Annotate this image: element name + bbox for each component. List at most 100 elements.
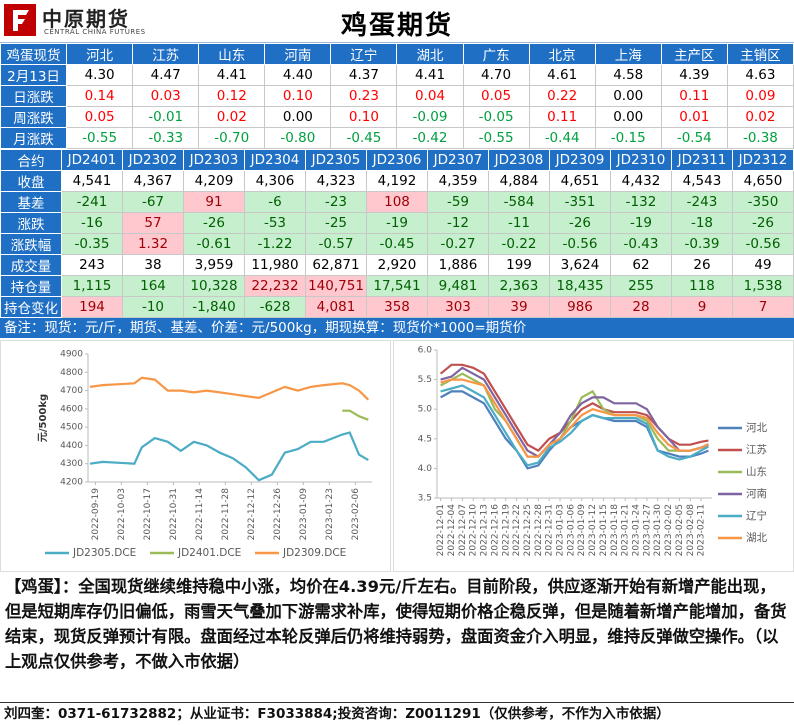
data-line — [440, 390, 709, 470]
table-cell: -26 — [183, 212, 245, 234]
table-cell: 4.37 — [330, 64, 398, 86]
x-tick-label: 2022-10-03 — [117, 488, 127, 540]
table-row: 涨跌幅 -0.35 1.32 -0.61 -1.22 -0.57 -0.45 -0.27 -0.… — [0, 233, 794, 255]
column-header: 主销区 — [726, 43, 794, 65]
column-header: JD2304 — [244, 149, 306, 171]
table-cell: -18 — [671, 212, 733, 234]
y-tick-label: 4900 — [60, 350, 83, 360]
table-cell: 4.30 — [66, 64, 134, 86]
table-cell: -584 — [488, 191, 550, 213]
table-cell: 0.00 — [594, 85, 662, 107]
table-cell: -0.45 — [330, 127, 398, 149]
column-header: JD2306 — [366, 149, 428, 171]
table-cell: 4,209 — [183, 170, 245, 192]
table-cell: 4.39 — [660, 64, 728, 86]
column-header: 湖北 — [396, 43, 464, 65]
x-tick-label: 2022-12-10 — [469, 504, 479, 557]
table-cell: -1,840 — [183, 296, 245, 318]
header-row: 合约 JD2401 JD2302 JD2303 JD2304 JD2305 JD2306 JD… — [0, 149, 794, 171]
table-cell: 4,543 — [671, 170, 733, 192]
row-label: 涨跌幅 — [0, 233, 62, 255]
table-cell: 255 — [610, 275, 672, 297]
table-cell: -6 — [244, 191, 306, 213]
charts: 4200 4300 4400 4500 4600 4700 4800 4900 2022-09-… — [0, 340, 794, 572]
table-cell: 986 — [549, 296, 611, 318]
legend-label: JD2305.DCE — [72, 547, 136, 559]
x-tick-label: 2022-09-19 — [91, 488, 101, 541]
table-cell: 199 — [488, 254, 550, 276]
x-tick-label: 2022-11-28 — [221, 488, 231, 541]
table-cell: -16 — [61, 212, 123, 234]
table-cell: 17,541 — [366, 275, 428, 297]
page-title: 鸡蛋期货 — [340, 11, 453, 41]
x-tick-label: 2023-02-06 — [351, 488, 361, 541]
table-cell: -0.22 — [488, 233, 550, 255]
column-header: 鸡蛋现货 — [0, 43, 68, 65]
table-cell: 4,192 — [366, 170, 428, 192]
column-header: 江苏 — [132, 43, 200, 65]
table-cell: -53 — [244, 212, 306, 234]
x-tick-label: 2023-02-11 — [697, 504, 707, 556]
x-tick-label: 2023-02-02 — [664, 504, 674, 556]
table-cell: 2,920 — [366, 254, 428, 276]
x-tick-label: 2023-01-24 — [632, 504, 642, 557]
table-cell: 49 — [732, 254, 794, 276]
column-header: JD2308 — [488, 149, 550, 171]
legend-label: 湖北 — [746, 532, 767, 544]
x-tick-label: 2023-01-09 — [577, 504, 587, 557]
table-cell: -0.35 — [61, 233, 123, 255]
table-cell: -0.56 — [549, 233, 611, 255]
table-cell: -0.55 — [462, 127, 530, 149]
legend-label: 江苏 — [746, 443, 767, 456]
data-line — [440, 366, 709, 458]
table-cell: -19 — [366, 212, 428, 234]
x-tick-label: 2022-12-19 — [501, 504, 511, 557]
y-tick-label: 4800 — [60, 368, 83, 378]
table-cell: 4.47 — [132, 64, 200, 86]
table-cell: -0.70 — [198, 127, 266, 149]
table-cell: 18,435 — [549, 275, 611, 297]
table-cell: 1.32 — [122, 233, 184, 255]
table-cell: 4.63 — [726, 64, 794, 86]
y-tick-label: 4600 — [60, 404, 83, 414]
column-header: JD2303 — [183, 149, 245, 171]
table-cell: 62,871 — [305, 254, 367, 276]
table-cell: 0.22 — [528, 85, 596, 107]
table-cell: -0.61 — [183, 233, 245, 255]
column-header: 北京 — [528, 43, 596, 65]
legend-label: 山东 — [746, 465, 767, 478]
x-tick-label: 2023-01-15 — [599, 504, 609, 556]
table-cell: 4,650 — [732, 170, 794, 192]
column-header: 上海 — [594, 43, 662, 65]
x-tick-label: 2023-01-06 — [566, 504, 576, 557]
row-label: 收盘 — [0, 170, 62, 192]
table-cell: 0.03 — [132, 85, 200, 107]
y-tick-label: 4200 — [60, 478, 83, 488]
table-cell: 0.02 — [198, 106, 266, 128]
table-row: 基差 -241 -67 91 -6 -23 108 -59 -584 -351 -132 -243 -3… — [0, 191, 794, 213]
column-header: 辽宁 — [330, 43, 398, 65]
logo-text: 中原期货 — [42, 7, 130, 31]
x-tick-label: 2023-02-05 — [675, 504, 685, 556]
table-cell: -0.80 — [264, 127, 332, 149]
table-cell: -0.15 — [594, 127, 662, 149]
column-header: JD2305 — [305, 149, 367, 171]
table-cell: 0.11 — [660, 85, 728, 107]
data-line — [342, 409, 369, 421]
table-cell: -0.39 — [671, 233, 733, 255]
x-tick-label: 2022-10-31 — [169, 488, 179, 540]
column-header: JD2311 — [671, 149, 733, 171]
table-cell: 4.41 — [198, 64, 266, 86]
table-cell: -26 — [549, 212, 611, 234]
table-cell: -351 — [549, 191, 611, 213]
row-label: 涨跌 — [0, 212, 62, 234]
x-tick-label: 2023-01-09 — [299, 488, 309, 541]
table-row: 收盘 4,541 4,367 4,209 4,306 4,323 4,192 4,359 4,8… — [0, 170, 794, 192]
legend-label: 河南 — [746, 487, 767, 500]
data-line — [89, 431, 369, 482]
column-header: 广东 — [462, 43, 530, 65]
table-cell: -11 — [488, 212, 550, 234]
table-row: 月涨跌 -0.55 -0.33 -0.70 -0.80 -0.45 -0.42 -0.55 -0… — [0, 127, 794, 149]
data-line — [89, 376, 370, 401]
table-cell: -0.38 — [726, 127, 794, 149]
